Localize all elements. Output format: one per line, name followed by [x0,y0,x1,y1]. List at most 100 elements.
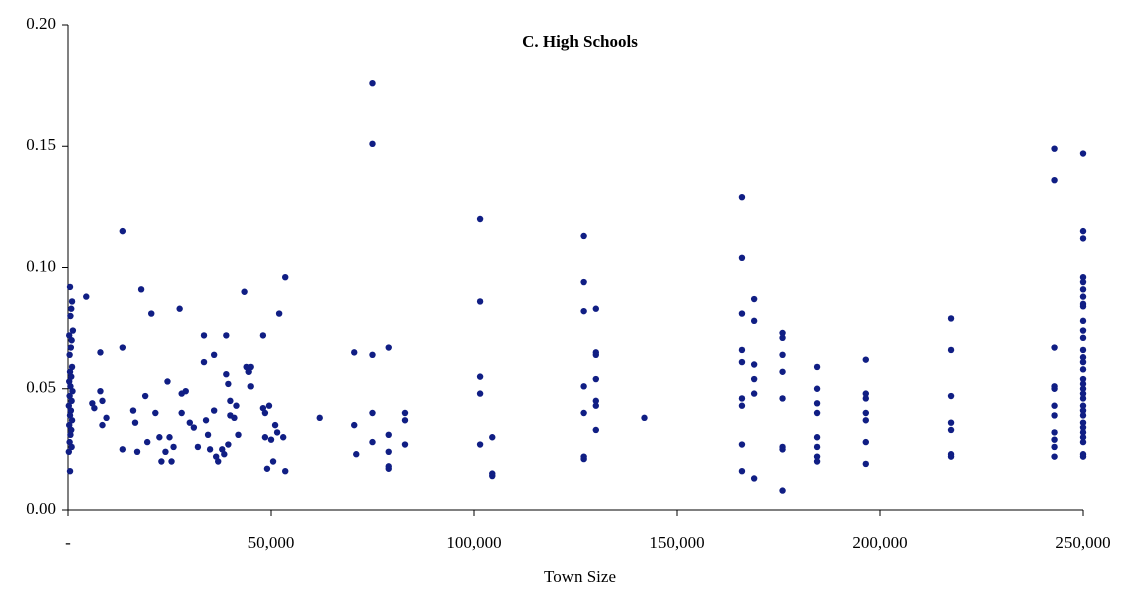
point [233,402,240,409]
point [779,446,786,453]
x-tick-label: 250,000 [1055,533,1110,552]
point [750,295,758,303]
point [227,397,234,405]
point [1079,438,1087,446]
point [200,358,208,366]
point [143,438,151,446]
point [282,274,289,281]
point [1079,346,1087,354]
point [148,310,155,317]
point [158,458,165,465]
point [225,441,232,448]
point [97,349,104,356]
point [1051,145,1058,152]
point [259,332,267,339]
point [1079,286,1087,293]
point [738,395,746,402]
point [369,140,376,148]
point [592,375,599,383]
point [221,451,228,458]
point [1079,278,1087,286]
point [206,446,214,453]
point [129,407,137,414]
point [351,349,358,356]
point [68,426,75,434]
point [68,337,75,344]
point [247,383,254,390]
point [282,468,289,475]
point [1079,407,1087,414]
point [119,446,127,453]
point [170,443,177,451]
point [271,421,279,429]
point [385,344,392,351]
point [580,455,587,463]
point [66,438,73,446]
point [219,446,226,453]
point [166,434,173,441]
point [862,395,869,402]
point [225,380,232,388]
point [316,414,323,422]
point [156,434,163,441]
point [67,312,74,320]
point [164,378,171,385]
point [369,80,376,87]
point [261,434,269,441]
point [194,443,202,451]
point [68,417,76,424]
point [66,351,73,358]
point [66,332,73,339]
x-tick-label: 150,000 [649,533,704,552]
x-tick-label: - [65,533,71,552]
point [1051,436,1058,443]
point [66,368,74,375]
point [1079,334,1087,342]
point [813,363,821,371]
point [738,358,746,366]
point [779,368,786,375]
point [369,409,376,417]
point [68,373,75,380]
point [103,414,110,422]
point [1079,317,1087,325]
point [1051,429,1058,436]
point [133,448,141,455]
point [119,344,127,351]
point [91,404,98,412]
x-tick-label: 50,000 [248,533,295,552]
x-axis-label: Town Size [544,567,616,586]
point [385,465,392,472]
point [750,317,758,325]
point [476,373,484,380]
point [263,465,271,472]
point [1079,402,1087,409]
point [223,332,230,339]
point [738,346,746,354]
point [738,254,746,261]
point [204,431,212,439]
point [67,344,75,351]
point [202,417,210,424]
point [641,414,648,422]
point [750,390,758,397]
point [947,346,955,354]
point [182,387,189,395]
point [1079,354,1087,361]
point [68,363,76,371]
point [1051,412,1058,419]
point [369,438,376,446]
point [141,392,149,400]
point [68,298,76,305]
point [862,438,869,446]
point [1051,453,1058,460]
point [176,305,183,312]
point [1079,366,1087,373]
point [131,419,139,426]
point [1051,443,1058,451]
y-tick-label: 0.20 [26,14,56,33]
point [489,434,496,441]
point [580,307,587,315]
point [750,361,758,368]
point [813,434,821,441]
